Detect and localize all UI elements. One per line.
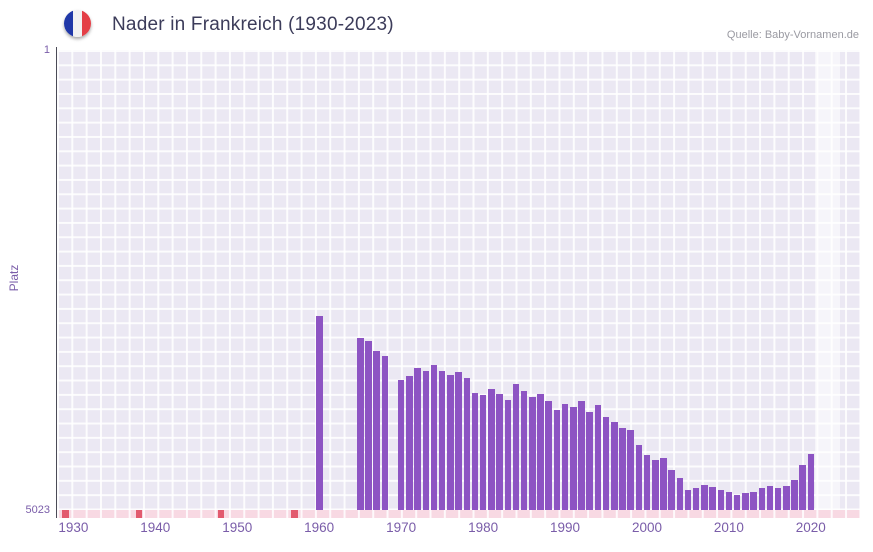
bar-2009[interactable]: [717, 489, 724, 510]
bar-1993[interactable]: [586, 411, 593, 510]
bar-2017[interactable]: [783, 485, 790, 510]
bar-1968[interactable]: [381, 355, 389, 510]
bar-1965[interactable]: [357, 337, 364, 510]
x-tick-1940: 1940: [140, 520, 171, 535]
bar-1997[interactable]: [619, 428, 626, 510]
chart-title: Nader in Frankreich (1930-2023): [112, 14, 394, 35]
bar-2020[interactable]: [807, 453, 815, 510]
no-rank-strip: [57, 510, 860, 518]
bar-2014[interactable]: [758, 487, 765, 510]
x-tick-2000: 2000: [631, 520, 663, 535]
bar-1984[interactable]: [512, 384, 520, 510]
bar-1966[interactable]: [365, 341, 372, 510]
bar-1992[interactable]: [578, 400, 585, 510]
bar-2012[interactable]: [742, 493, 749, 510]
flag-stripe-blue: [64, 10, 73, 37]
bar-1971[interactable]: [406, 376, 413, 510]
bar-2004[interactable]: [676, 477, 683, 510]
bar-2005[interactable]: [684, 489, 692, 510]
bar-2016[interactable]: [774, 487, 782, 510]
x-tick-1950: 1950: [222, 520, 253, 535]
x-tick-1960: 1960: [304, 520, 335, 535]
no-rank-mark-1957: [291, 510, 298, 518]
flag-stripe-white: [73, 10, 82, 37]
y-tick-bottom: 5023: [25, 504, 50, 516]
no-rank-mark-1929: [62, 510, 69, 518]
bar-1967[interactable]: [373, 351, 380, 510]
bar-2011[interactable]: [733, 495, 741, 510]
bar-1982[interactable]: [496, 394, 503, 510]
bar-2015[interactable]: [766, 485, 774, 510]
y-axis-title: Platz: [7, 264, 21, 292]
bar-1979[interactable]: [471, 392, 479, 510]
bar-2019[interactable]: [799, 464, 806, 510]
no-rank-mark-1948: [217, 510, 225, 518]
bar-1996[interactable]: [611, 421, 618, 510]
x-tick-1970: 1970: [386, 520, 417, 535]
bar-2018[interactable]: [791, 479, 798, 510]
source-credit: Quelle: Baby-Vornamen.de: [726, 29, 859, 41]
plot-area: [57, 50, 860, 510]
bar-2001[interactable]: [652, 460, 659, 510]
bar-2003[interactable]: [668, 470, 675, 510]
bar-1989[interactable]: [553, 409, 561, 510]
bar-1977[interactable]: [455, 372, 462, 510]
bar-1991[interactable]: [570, 407, 577, 510]
x-tick-2010: 2010: [713, 520, 744, 535]
bar-1998[interactable]: [627, 430, 634, 510]
bar-1983[interactable]: [504, 399, 511, 510]
bar-1994[interactable]: [594, 405, 602, 510]
x-tick-1980: 1980: [468, 520, 499, 535]
bar-1976[interactable]: [447, 375, 454, 510]
bars-layer: [57, 50, 860, 510]
bar-1970[interactable]: [397, 379, 405, 510]
bar-2002[interactable]: [660, 457, 667, 510]
y-axis-line: [56, 47, 57, 518]
y-tick-top: 1: [43, 44, 50, 56]
flag-stripe-red: [82, 10, 91, 37]
bar-2000[interactable]: [643, 454, 651, 510]
bar-1987[interactable]: [537, 394, 544, 510]
bar-1999[interactable]: [635, 444, 643, 510]
bar-1986[interactable]: [529, 397, 536, 510]
bar-1978[interactable]: [463, 377, 470, 510]
x-tick-2020: 2020: [795, 520, 826, 535]
recent-years-highlight-band: [814, 50, 840, 510]
bar-1972[interactable]: [414, 367, 421, 510]
bar-1988[interactable]: [545, 400, 552, 510]
x-tick-1990: 1990: [549, 520, 581, 535]
bar-1980[interactable]: [479, 395, 487, 510]
bar-2006[interactable]: [692, 487, 700, 510]
bar-1973[interactable]: [422, 370, 429, 510]
bar-2007[interactable]: [701, 485, 708, 510]
bar-1990[interactable]: [561, 404, 569, 510]
bar-1974[interactable]: [430, 365, 438, 510]
bar-2013[interactable]: [750, 492, 757, 510]
bar-1975[interactable]: [438, 371, 446, 510]
no-rank-mark-1938: [135, 510, 143, 518]
bar-1995[interactable]: [602, 417, 610, 510]
x-tick-1930: 1930: [58, 520, 89, 535]
bar-1981[interactable]: [488, 388, 495, 510]
bar-1960[interactable]: [316, 315, 323, 510]
france-flag-icon: [64, 10, 91, 37]
bar-2008[interactable]: [709, 486, 716, 510]
bar-1985[interactable]: [520, 390, 528, 510]
bar-2010[interactable]: [725, 492, 733, 510]
